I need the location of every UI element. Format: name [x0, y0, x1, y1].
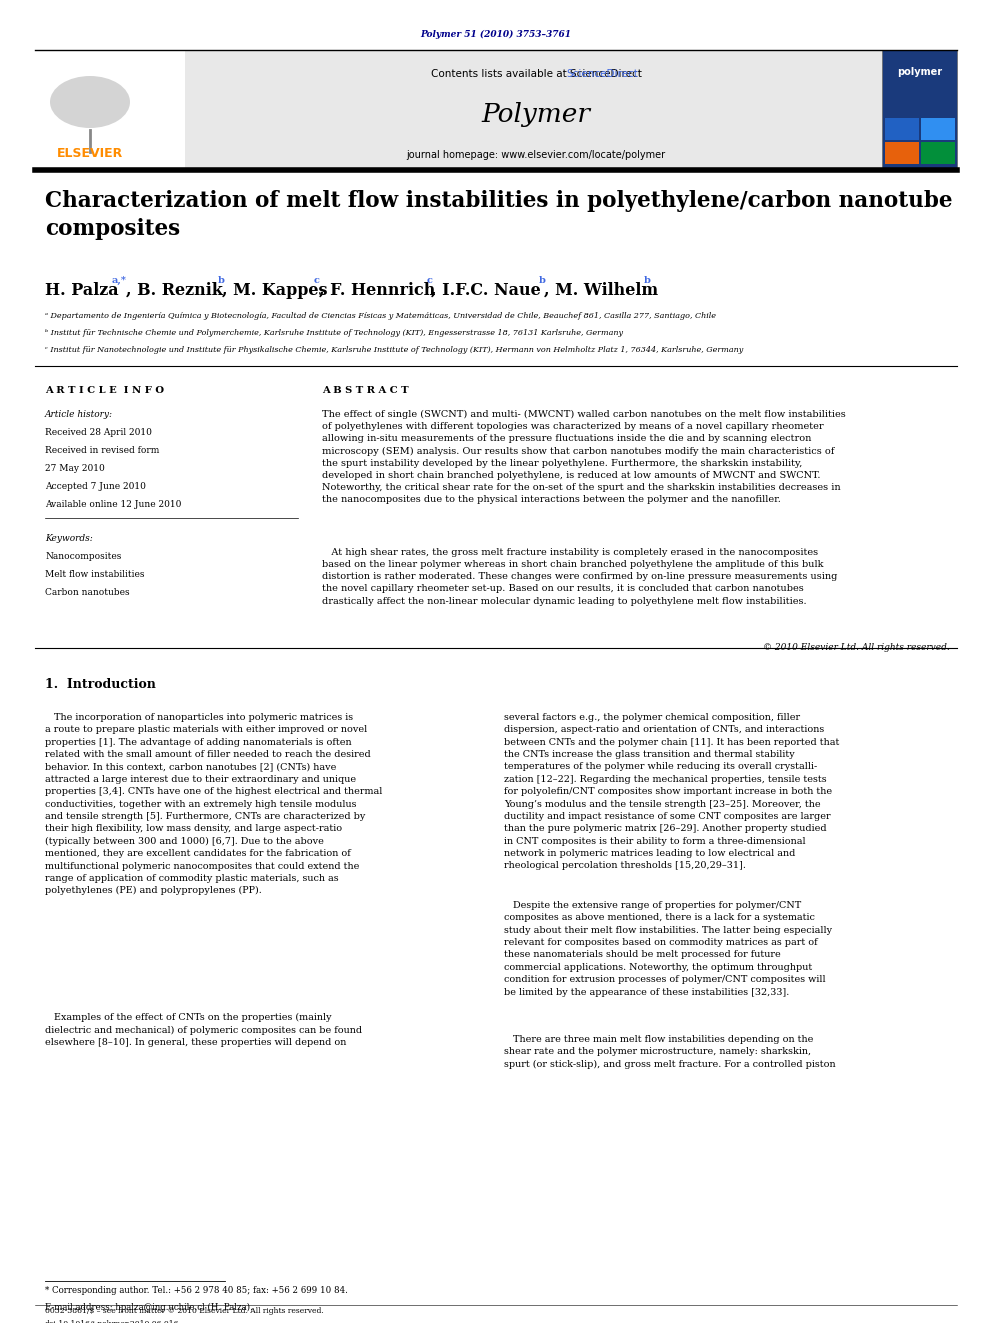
Text: Keywords:: Keywords:	[45, 534, 92, 542]
Text: At high shear rates, the gross melt fracture instability is completely erased in: At high shear rates, the gross melt frac…	[322, 548, 837, 606]
Text: several factors e.g., the polymer chemical composition, filler
dispersion, aspec: several factors e.g., the polymer chemic…	[504, 713, 839, 871]
Ellipse shape	[50, 75, 130, 128]
Text: journal homepage: www.elsevier.com/locate/polymer: journal homepage: www.elsevier.com/locat…	[407, 149, 666, 160]
Text: E-mail address: hpalza@ing.uchile.cl (H. Palza).: E-mail address: hpalza@ing.uchile.cl (H.…	[45, 1303, 253, 1312]
Text: doi:10.1016/j.polymer.2010.06.016: doi:10.1016/j.polymer.2010.06.016	[45, 1320, 180, 1323]
Text: Received in revised form: Received in revised form	[45, 446, 160, 455]
Text: , M. Kappes: , M. Kappes	[222, 282, 328, 299]
Bar	[35, 50, 957, 169]
Text: ᶜ Institut für Nanotechnologie und Institute für Physikalische Chemie, Karlsruhe: ᶜ Institut für Nanotechnologie und Insti…	[45, 347, 743, 355]
Bar	[921, 142, 955, 164]
Text: H. Palza: H. Palza	[45, 282, 119, 299]
Text: Article history:: Article history:	[45, 410, 113, 419]
Text: b: b	[217, 277, 224, 284]
Bar	[885, 118, 919, 140]
Text: , I.F.C. Naue: , I.F.C. Naue	[432, 282, 541, 299]
Text: ᵇ Institut für Technische Chemie und Polymerchemie, Karlsruhe Institute of Techn: ᵇ Institut für Technische Chemie und Pol…	[45, 329, 623, 337]
Text: a,*: a,*	[111, 277, 126, 284]
Bar	[885, 142, 919, 164]
Text: Carbon nanotubes: Carbon nanotubes	[45, 587, 130, 597]
Text: © 2010 Elsevier Ltd. All rights reserved.: © 2010 Elsevier Ltd. All rights reserved…	[763, 643, 950, 652]
Text: , M. Wilhelm: , M. Wilhelm	[544, 282, 658, 299]
Text: Polymer: Polymer	[481, 102, 590, 127]
Text: Characterization of melt flow instabilities in polyethylene/carbon nanotube
comp: Characterization of melt flow instabilit…	[45, 191, 952, 239]
Text: ᵃ Departamento de Ingeniería Química y Biotecnología, Facultad de Ciencias Físic: ᵃ Departamento de Ingeniería Química y B…	[45, 312, 716, 320]
Bar	[921, 118, 955, 140]
Text: b: b	[644, 277, 650, 284]
Text: There are three main melt flow instabilities depending on the
shear rate and the: There are three main melt flow instabili…	[504, 1035, 835, 1069]
Text: Received 28 April 2010: Received 28 April 2010	[45, 429, 152, 437]
Text: The effect of single (SWCNT) and multi- (MWCNT) walled carbon nanotubes on the m: The effect of single (SWCNT) and multi- …	[322, 410, 846, 504]
Text: Available online 12 June 2010: Available online 12 June 2010	[45, 500, 182, 509]
Text: Accepted 7 June 2010: Accepted 7 June 2010	[45, 482, 146, 491]
Text: c: c	[427, 277, 433, 284]
Text: Nanocomposites: Nanocomposites	[45, 552, 121, 561]
Bar	[882, 50, 957, 169]
Text: ELSEVIER: ELSEVIER	[57, 147, 123, 160]
Text: A B S T R A C T: A B S T R A C T	[322, 386, 409, 396]
Text: Contents lists available at ScienceDirect: Contents lists available at ScienceDirec…	[431, 69, 642, 79]
Text: A R T I C L E  I N F O: A R T I C L E I N F O	[45, 386, 164, 396]
Text: Examples of the effect of CNTs on the properties (mainly
dielectric and mechanic: Examples of the effect of CNTs on the pr…	[45, 1013, 362, 1046]
Text: 0032-3861/$ – see front matter © 2010 Elsevier Ltd. All rights reserved.: 0032-3861/$ – see front matter © 2010 El…	[45, 1307, 323, 1315]
Text: b: b	[539, 277, 546, 284]
Text: * Corresponding author. Tel.: +56 2 978 40 85; fax: +56 2 699 10 84.: * Corresponding author. Tel.: +56 2 978 …	[45, 1286, 348, 1295]
Text: Melt flow instabilities: Melt flow instabilities	[45, 570, 145, 579]
Text: , B. Reznik: , B. Reznik	[126, 282, 223, 299]
Text: Despite the extensive range of properties for polymer/CNT
composites as above me: Despite the extensive range of propertie…	[504, 901, 832, 996]
Text: 1.  Introduction: 1. Introduction	[45, 677, 156, 691]
Text: polymer: polymer	[897, 66, 942, 77]
Bar	[35, 50, 185, 169]
Text: The incorporation of nanoparticles into polymeric matrices is
a route to prepare: The incorporation of nanoparticles into …	[45, 713, 382, 896]
Text: ScienceDirect: ScienceDirect	[566, 69, 638, 79]
Text: , F. Hennrich: , F. Hennrich	[318, 282, 434, 299]
Text: 27 May 2010: 27 May 2010	[45, 464, 105, 474]
Text: Polymer 51 (2010) 3753–3761: Polymer 51 (2010) 3753–3761	[421, 30, 571, 40]
Text: c: c	[313, 277, 319, 284]
